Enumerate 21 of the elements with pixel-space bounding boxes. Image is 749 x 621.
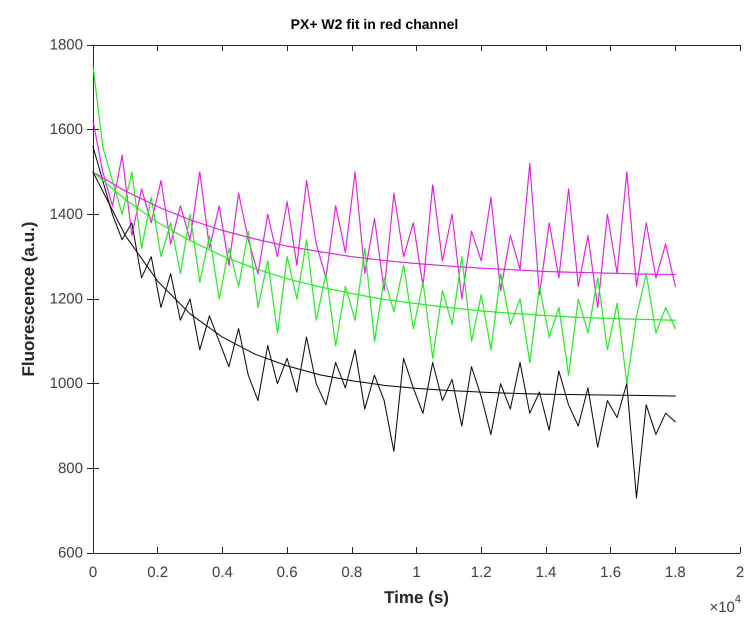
x-tick-label: 1.4 [535, 564, 556, 581]
y-tick-label: 1600 [50, 121, 83, 138]
y-tick-label: 800 [58, 460, 83, 477]
x-tick-label: 1 [412, 564, 421, 581]
x-tick-label: 0.8 [341, 564, 362, 581]
x-tick-label: 0.4 [212, 564, 233, 581]
x-tick-label: 1.2 [470, 564, 492, 581]
y-axis-title: Fluorescence (a.u.) [19, 222, 38, 376]
chart-title: PX+ W2 fit in red channel [290, 16, 458, 32]
y-tick-label: 1400 [50, 206, 83, 223]
x-tick-label: 1.6 [600, 564, 622, 581]
x-tick-label: 1.8 [664, 564, 686, 581]
x-tick-label: 0.2 [147, 564, 168, 581]
x-tick-label: 0.6 [276, 564, 298, 581]
x-tick-label: 2 [736, 564, 744, 581]
y-tick-label: 1200 [50, 290, 83, 308]
y-tick-label: 1800 [50, 36, 83, 54]
y-tick-label: 1000 [50, 375, 83, 392]
x-tick-label: 0 [88, 564, 98, 581]
x-axis-title: Time (s) [384, 588, 449, 607]
y-tick-label: 600 [58, 544, 83, 562]
